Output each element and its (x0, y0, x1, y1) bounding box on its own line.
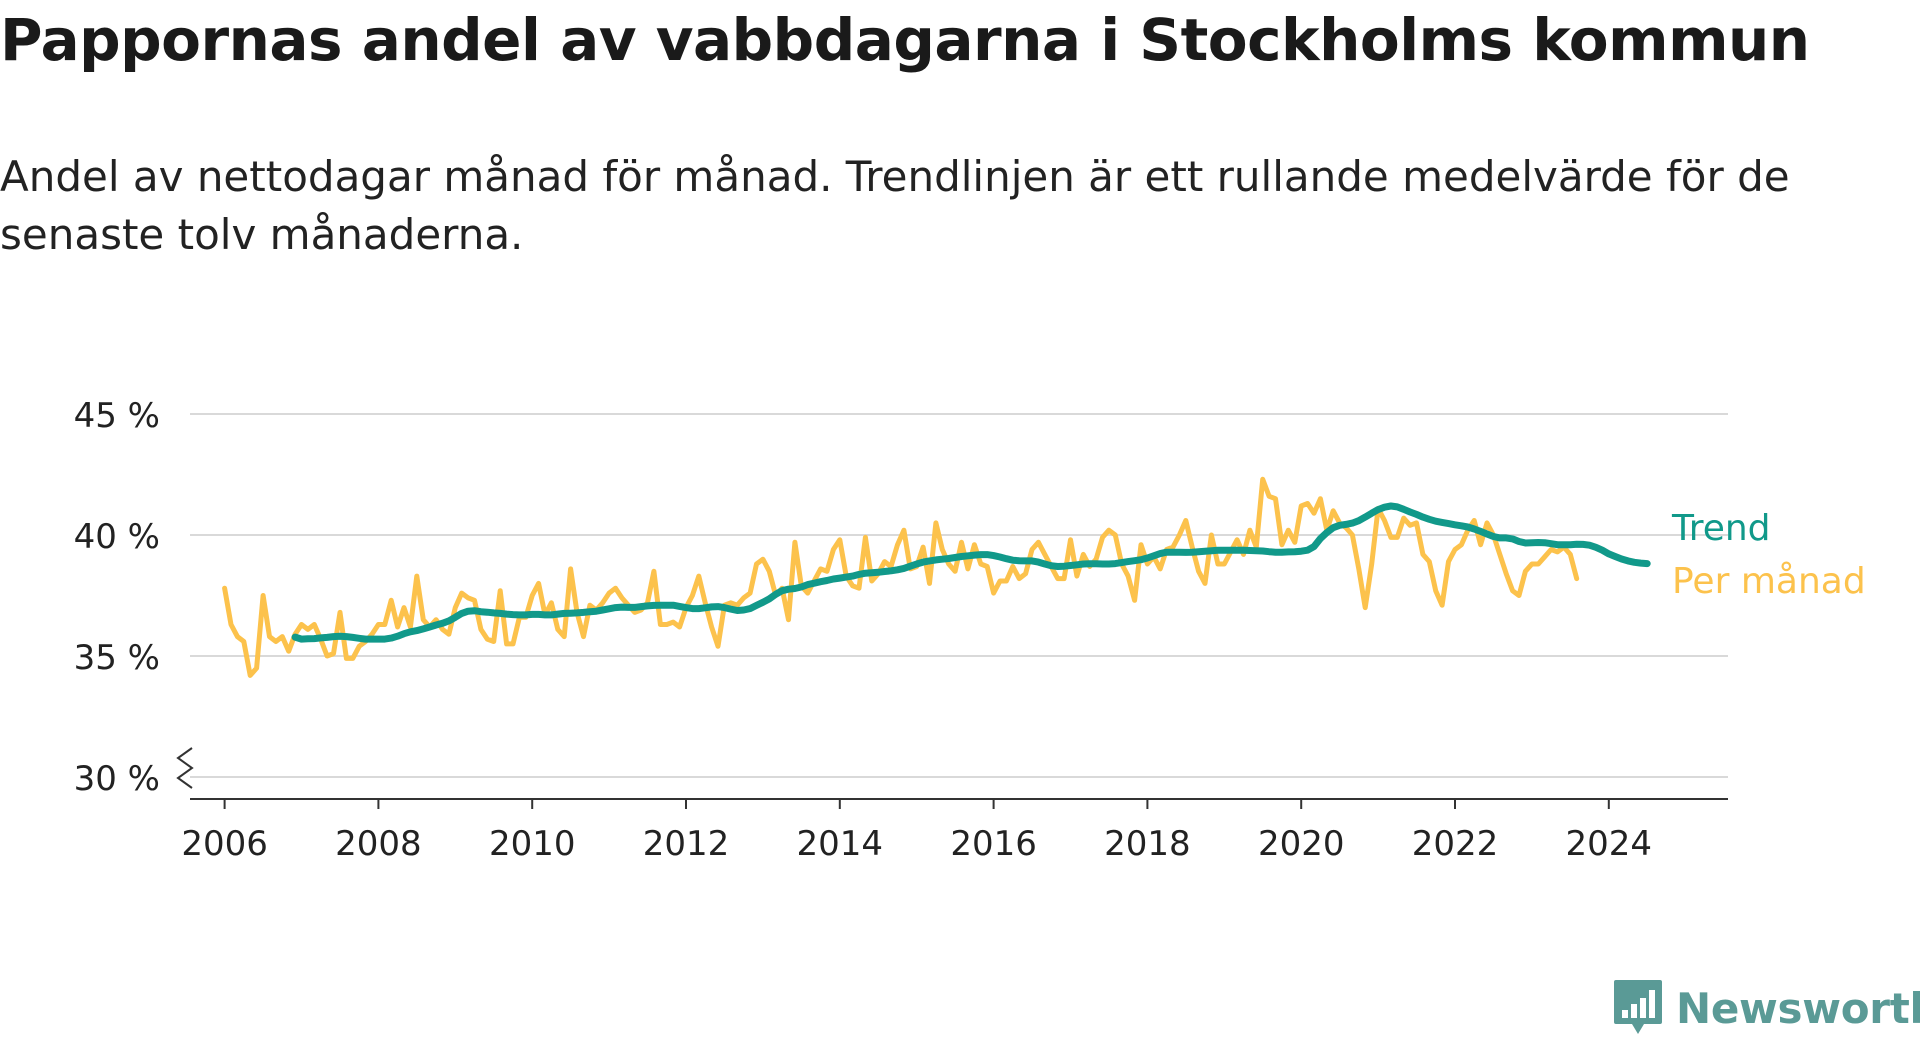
axes (176, 747, 1728, 800)
y-tick-label: 35 % (74, 638, 160, 678)
x-tick-label: 2008 (335, 824, 422, 864)
gridlines (190, 413, 1728, 778)
x-tick-label: 2022 (1412, 824, 1499, 864)
x-tick-label: 2012 (643, 824, 730, 864)
brand-name: Newsworthy (1676, 983, 1920, 1033)
x-tick-label: 2014 (797, 824, 884, 864)
x-tick-label: 2016 (950, 824, 1037, 864)
newsworthy-logo: Newsworthy (1612, 978, 1920, 1038)
y-tick-label: 30 % (74, 759, 160, 799)
series (222, 476, 1651, 678)
y-tick-label: 40 % (74, 517, 160, 557)
monthly-label: Per månad (1672, 561, 1866, 602)
x-tick-label: 2024 (1566, 824, 1653, 864)
x-tick-label: 2006 (181, 824, 268, 864)
x-tick-label: 2018 (1104, 824, 1191, 864)
newsworthy-logo-icon (1614, 980, 1662, 1034)
monthly-line (222, 476, 1580, 678)
chart-title: Pappornas andel av vabbdagarna i Stockho… (0, 6, 1810, 74)
y-tick-label: 45 % (74, 396, 160, 436)
chart-subtitle: Andel av nettodagar månad för månad. Tre… (0, 152, 1790, 259)
series-end-labels: Trend Per månad (1671, 508, 1866, 602)
trend-line (291, 502, 1651, 643)
trend-label: Trend (1671, 508, 1771, 549)
x-tick-label: 2020 (1258, 824, 1345, 864)
y-tick-labels: 30 % 35 % 40 % 45 % (74, 396, 160, 799)
x-tick-labels: 2006 2008 2010 2012 2014 2016 2018 2020 2022 2024 (181, 799, 1652, 864)
y-axis-break-icon (176, 747, 194, 789)
x-tick-label: 2010 (489, 824, 576, 864)
